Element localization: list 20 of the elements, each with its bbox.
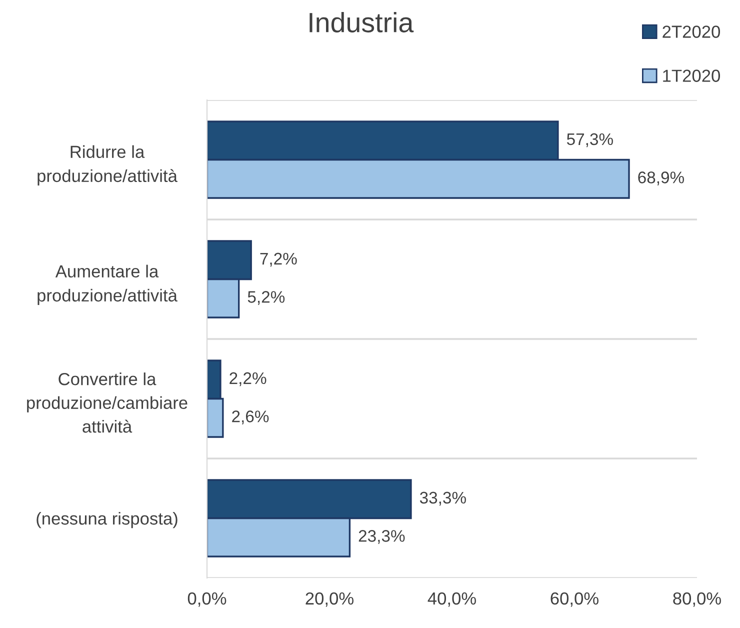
data-label: 5,2% bbox=[248, 291, 285, 305]
x-tick-label: 80,0% bbox=[673, 592, 721, 607]
y-tick-label: Ridurre la produzione/attività bbox=[38, 145, 178, 186]
legend-label: 1T2020 bbox=[663, 70, 720, 82]
x-tick-label: 20,0% bbox=[306, 592, 354, 607]
y-tick-label: (nessuna risposta) bbox=[36, 512, 178, 528]
data-label: 2,2% bbox=[230, 372, 266, 386]
data-label: 2,6% bbox=[232, 410, 269, 424]
data-label: 23,3% bbox=[358, 530, 405, 544]
y-tick-label: Aumentare la produzione/attività bbox=[38, 264, 178, 306]
chart-title: Industria bbox=[310, 12, 414, 32]
data-label: 68,9% bbox=[638, 172, 684, 186]
x-tick-label: 0,0% bbox=[188, 592, 226, 607]
y-tick-label: Convertire la produzione/cambiare attività bbox=[27, 372, 188, 433]
legend-label: 2T2020 bbox=[662, 26, 720, 38]
x-tick-label: 40,0% bbox=[428, 592, 476, 607]
x-tick-label: 60,0% bbox=[550, 592, 598, 607]
data-label: 33,3% bbox=[420, 492, 466, 506]
data-label: 7,2% bbox=[260, 252, 297, 267]
data-label: 57,3% bbox=[566, 133, 613, 148]
